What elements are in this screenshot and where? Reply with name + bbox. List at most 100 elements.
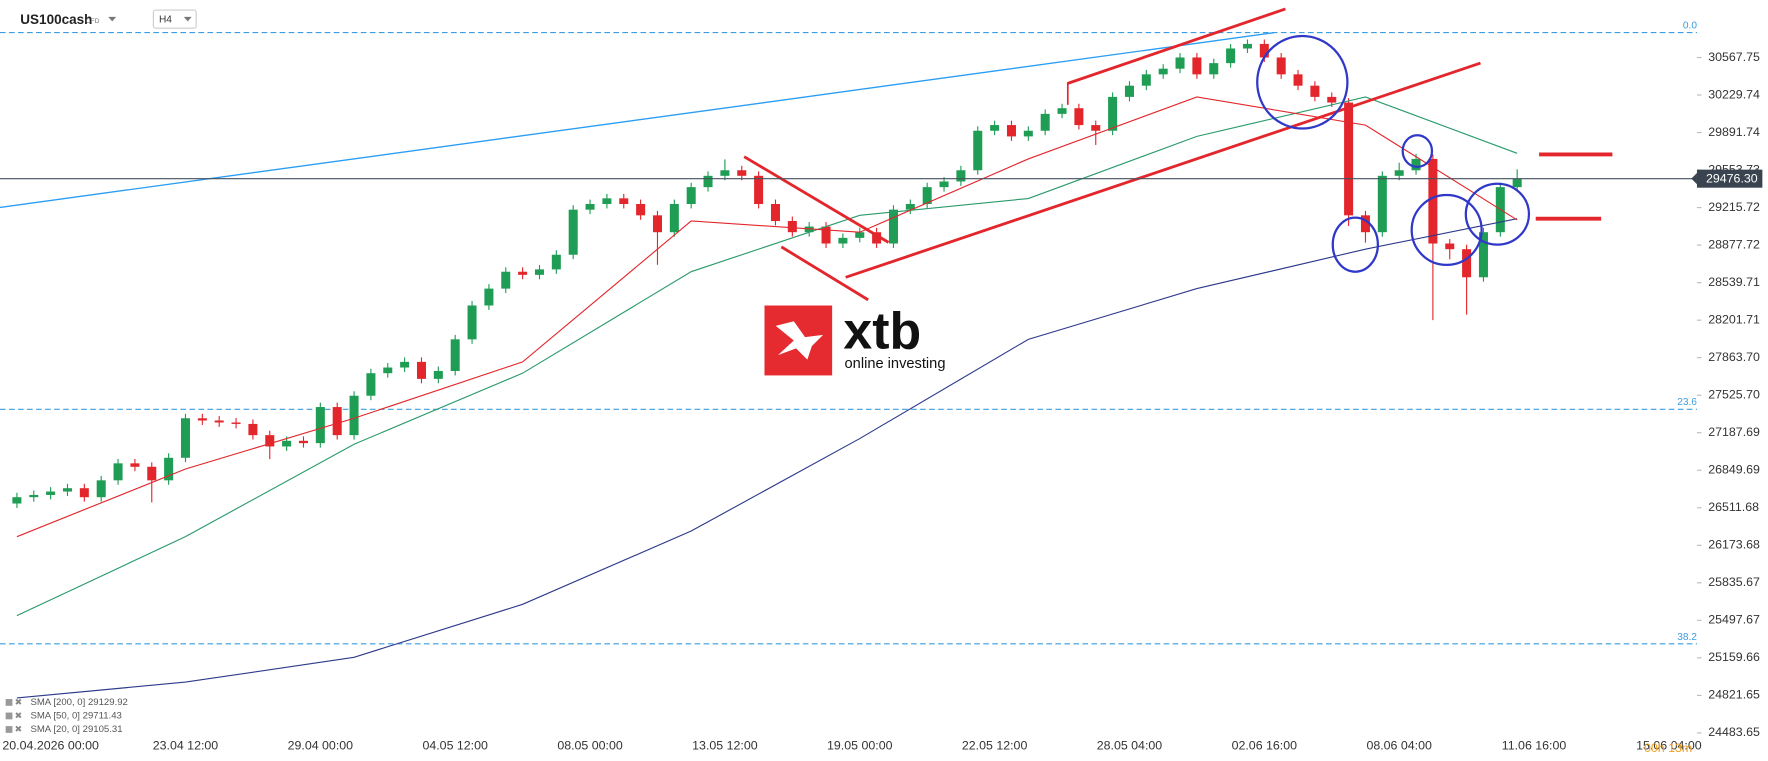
candle-body <box>787 220 797 233</box>
candle-body <box>1310 85 1320 97</box>
y-tick-label: 24483.65 <box>1708 725 1760 739</box>
candle-body <box>1192 57 1202 75</box>
circle <box>1331 216 1379 273</box>
candle-body <box>1512 178 1522 188</box>
candle-body <box>1209 63 1219 75</box>
x-tick-label: 08.06 04:00 <box>1366 739 1432 753</box>
logo-x <box>775 321 824 360</box>
candle-body <box>1360 215 1370 233</box>
candle-body <box>366 373 376 396</box>
x-tick-label: 04.05 12:00 <box>422 739 488 753</box>
instrument-type: CFD <box>86 18 100 25</box>
sma-line <box>16 96 1518 617</box>
candle-body <box>1091 125 1101 131</box>
candle-body <box>1259 43 1269 58</box>
legend-icon <box>5 726 13 733</box>
candle-body <box>315 407 325 444</box>
candle-body <box>349 395 359 436</box>
x-tick-label: 02.06 16:00 <box>1232 739 1298 753</box>
candle-body <box>990 125 1000 131</box>
candle-body <box>1141 74 1151 86</box>
y-tick-label: 25159.66 <box>1708 650 1760 664</box>
candle-body <box>1276 57 1286 75</box>
candle-body <box>888 209 898 244</box>
candle-body <box>265 435 275 447</box>
trend-line <box>743 155 890 244</box>
candle-body <box>164 457 174 481</box>
candle-body <box>720 170 730 176</box>
trend-line <box>845 61 1481 279</box>
candle-body <box>416 361 426 379</box>
logo-tagline: online investing <box>845 356 946 372</box>
last-price-box <box>1696 169 1763 188</box>
candle-body <box>113 463 123 481</box>
candle-body <box>1074 108 1084 126</box>
y-tick-label: 25497.67 <box>1708 613 1760 627</box>
candle-body <box>770 204 780 221</box>
dropdown-arrow[interactable] <box>183 16 192 22</box>
candle-body <box>905 204 915 210</box>
candle-body <box>1293 74 1303 86</box>
candle-body <box>298 440 308 444</box>
plot <box>12 39 1522 699</box>
trend-line <box>780 245 869 302</box>
circle <box>1410 193 1483 267</box>
dropdown-arrow[interactable] <box>108 16 117 22</box>
timeframe-box[interactable] <box>152 9 197 29</box>
x-tick-label: 28.05 04:00 <box>1097 739 1163 753</box>
legend-icon <box>5 699 13 706</box>
x-tick-label: 13.05 12:00 <box>692 739 758 753</box>
candle-body <box>12 497 22 504</box>
candle-body <box>855 232 865 238</box>
candle-body <box>180 418 190 458</box>
drawings <box>0 7 1613 302</box>
candle-body <box>568 209 578 255</box>
highlight-circles <box>1256 34 1531 273</box>
y-tick-label: 26511.68 <box>1708 500 1759 514</box>
x-tick-label: 22.05 12:00 <box>962 739 1028 753</box>
candle-body <box>585 204 595 210</box>
levels: 0.0 23.6 38.2 <box>0 21 1697 645</box>
timeframe: H4 <box>159 14 172 25</box>
candle-body <box>1428 158 1438 244</box>
candle-body <box>737 170 747 176</box>
candle-body <box>29 494 39 498</box>
y-tick-label: 27525.70 <box>1708 387 1760 401</box>
candle-body <box>332 407 342 436</box>
y-tick-label: 28539.71 <box>1708 275 1760 289</box>
candle-body <box>686 187 696 205</box>
candle-body <box>484 288 494 306</box>
candle-body <box>450 339 460 371</box>
candle-body <box>147 466 157 481</box>
x-tick-label: 15.06 04:00 <box>1636 739 1702 753</box>
x-tick-label: 23.04 12:00 <box>153 739 219 753</box>
candle-body <box>501 271 511 289</box>
legend-x: ✖ <box>15 710 23 720</box>
candle-body <box>619 198 629 205</box>
candle-body <box>467 305 477 340</box>
candle-body <box>248 423 258 436</box>
candle-body <box>1124 85 1134 97</box>
candle-body <box>400 361 410 368</box>
legend-icon <box>5 712 13 720</box>
candle-body <box>669 204 679 233</box>
candle-body <box>821 226 831 244</box>
fib-label: 0.0 <box>1683 21 1697 32</box>
red-trend-lines <box>743 7 1613 302</box>
candle-body <box>79 488 89 498</box>
candle-body <box>534 269 544 275</box>
y-tick-label: 29891.74 <box>1708 125 1760 139</box>
candle-body <box>214 420 224 423</box>
candle-body <box>872 232 882 244</box>
candle-body <box>1462 249 1472 278</box>
header: US100cash CFD H4 <box>20 9 197 29</box>
candle-body <box>1394 170 1404 176</box>
candle-body <box>518 271 528 275</box>
x-tick-label: 11.06 16:00 <box>1502 739 1567 753</box>
candle-body <box>130 463 140 467</box>
candle-body <box>1040 113 1050 131</box>
candle-body <box>1478 232 1488 278</box>
x-tick-label: 19.05 00:00 <box>827 739 893 753</box>
last-price-label: 29476.30 <box>1706 172 1758 186</box>
